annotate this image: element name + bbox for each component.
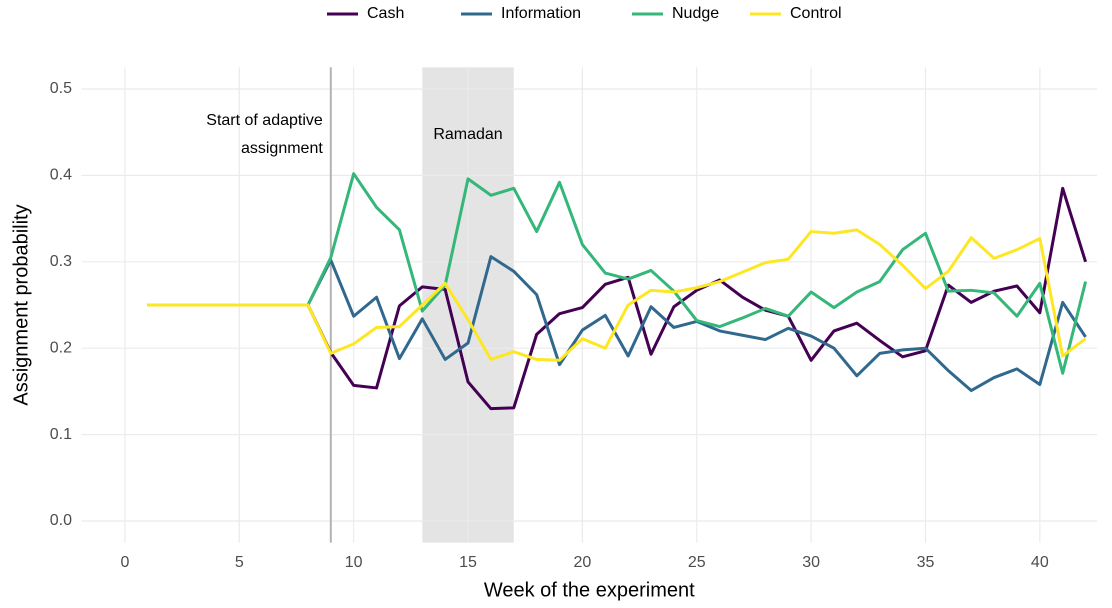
x-tick-label: 10 (345, 554, 363, 571)
x-axis-title: Week of the experiment (484, 579, 695, 601)
annotation: assignment (241, 140, 323, 157)
x-tick-label: 35 (917, 554, 935, 571)
x-tick-label: 30 (802, 554, 820, 571)
x-tick-label: 15 (459, 554, 477, 571)
x-tick-label: 0 (121, 554, 130, 571)
x-tick-label: 20 (573, 554, 591, 571)
y-tick-label: 0.4 (50, 167, 72, 184)
series-line (147, 228, 1087, 362)
legend-label: Control (790, 5, 842, 22)
y-tick-label: 0.1 (50, 426, 72, 443)
x-tick-label: 5 (235, 554, 244, 571)
y-tick-label: 0.2 (50, 339, 72, 356)
annotation: Ramadan (433, 126, 502, 143)
x-tick-label: 25 (688, 554, 706, 571)
y-tick-label: 0.3 (50, 253, 72, 270)
annotation: Start of adaptive (206, 112, 323, 129)
y-tick-label: 0.5 (50, 80, 72, 97)
legend-label: Information (501, 5, 581, 22)
legend-label: Cash (367, 5, 404, 22)
x-tick-label: 40 (1031, 554, 1049, 571)
y-axis-title: Assignment probability (10, 204, 32, 405)
series-line (147, 186, 1087, 411)
y-tick-label: 0.0 (50, 512, 72, 529)
legend-label: Nudge (672, 5, 719, 22)
